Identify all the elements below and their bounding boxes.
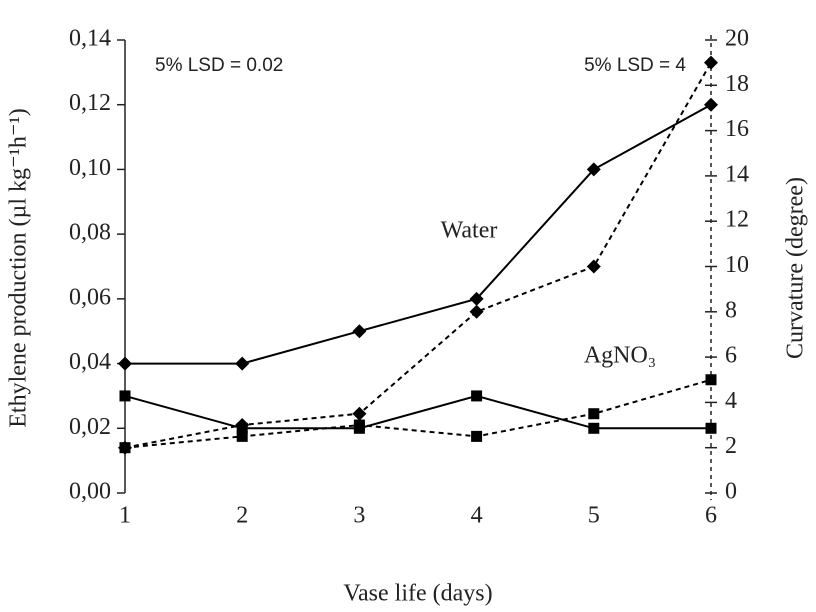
marker [119, 390, 131, 402]
marker [586, 162, 601, 177]
y-tick-label: 0,12 [69, 90, 111, 116]
series-line [125, 103, 712, 365]
series-line [124, 394, 711, 430]
series-line [124, 378, 712, 449]
marker [471, 390, 483, 402]
marker [469, 304, 484, 319]
marker [469, 291, 484, 306]
y-axis-label: Ethylene production (µl kg⁻¹h⁻¹) [6, 108, 32, 428]
x-tick-label: 5 [588, 503, 600, 529]
y-tick-label: 0,00 [69, 479, 111, 505]
marker [118, 356, 132, 371]
marker [119, 442, 131, 454]
y-tick-label: 0,14 [69, 26, 111, 52]
marker [235, 356, 250, 371]
marker [704, 97, 718, 112]
annotation: AgNO₃ [584, 343, 656, 369]
y2-tick-label: 6 [725, 343, 737, 369]
y2-tick-label: 10 [725, 252, 749, 278]
marker [704, 55, 718, 70]
y-tick-label: 0,10 [69, 155, 111, 181]
marker [236, 430, 248, 442]
annotation: 5% LSD = 0.02 [155, 55, 283, 76]
marker [353, 419, 365, 431]
y2-tick-label: 8 [725, 297, 737, 323]
marker [586, 259, 601, 274]
marker [705, 374, 717, 386]
x-tick-label: 2 [236, 503, 248, 529]
marker [471, 430, 483, 442]
annotation: 5% LSD = 4 [584, 55, 686, 76]
marker [705, 422, 717, 434]
marker [352, 406, 367, 421]
y2-tick-label: 2 [725, 433, 737, 459]
y-tick-label: 0,06 [69, 284, 111, 310]
y2-axis-label: Curvature (degree) [783, 177, 809, 359]
y-tick-label: 0,08 [69, 220, 111, 246]
marker [235, 418, 250, 433]
x-tick-label: 3 [353, 503, 365, 529]
x-tick-label: 4 [471, 503, 483, 529]
y-tick-label: 0,02 [69, 414, 111, 440]
y2-tick-label: 14 [725, 161, 749, 187]
y2-tick-label: 12 [725, 207, 749, 233]
marker [588, 408, 600, 420]
y-tick-label: 0,04 [69, 349, 111, 375]
marker [352, 324, 367, 339]
y2-tick-label: 16 [725, 116, 749, 142]
annotation: Water [441, 218, 498, 244]
x-axis-label: Vase life (days) [343, 581, 492, 607]
y2-tick-label: 18 [725, 71, 749, 97]
x-tick-label: 6 [705, 503, 717, 529]
x-tick-label: 1 [119, 503, 131, 529]
y2-tick-label: 4 [725, 388, 737, 414]
y2-tick-label: 20 [725, 26, 749, 52]
marker [588, 422, 600, 434]
series-line [124, 62, 712, 449]
y2-tick-label: 0 [725, 479, 737, 505]
